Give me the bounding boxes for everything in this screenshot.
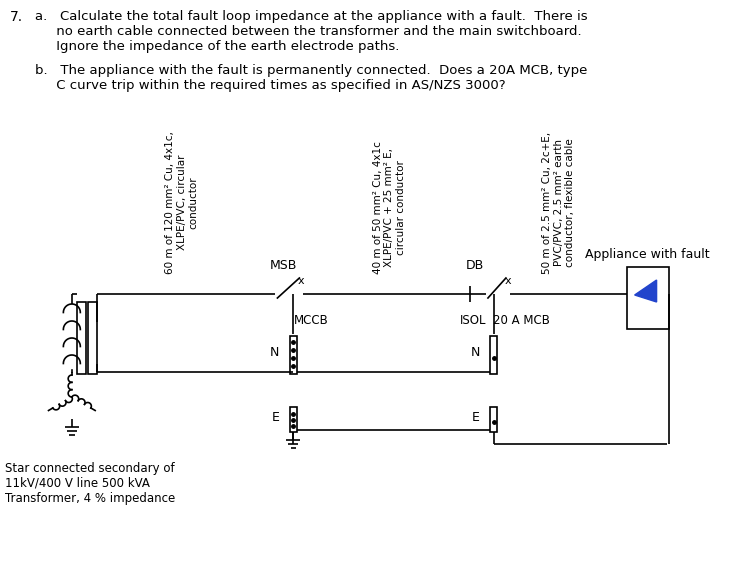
Text: b.   The appliance with the fault is permanently connected.  Does a 20A MCB, typ: b. The appliance with the fault is perma… (35, 64, 587, 92)
Bar (627, 267, 668, 329)
Text: N: N (270, 346, 280, 360)
Polygon shape (635, 280, 656, 302)
Text: DB: DB (466, 259, 484, 272)
Text: 7.: 7. (10, 10, 23, 24)
Bar (290, 336, 297, 374)
Text: ISOL: ISOL (460, 314, 486, 327)
Text: MSB: MSB (269, 259, 297, 272)
Text: N: N (471, 346, 480, 360)
Bar (490, 407, 498, 432)
Bar (490, 336, 498, 374)
Text: 60 m of 120 mm² Cu, 4x1c,
XLPE/PVC, circular
conductor: 60 m of 120 mm² Cu, 4x1c, XLPE/PVC, circ… (165, 131, 198, 274)
Text: MCCB: MCCB (295, 314, 329, 327)
Text: x: x (298, 276, 304, 286)
Bar (290, 407, 297, 432)
Text: 50 m of 2.5 mm² Cu, 2c+E,
PVC/PVC, 2.5 mm² earth
conductor, flexible cable: 50 m of 2.5 mm² Cu, 2c+E, PVC/PVC, 2.5 m… (542, 132, 575, 274)
Bar (77, 302, 86, 374)
Text: E: E (472, 411, 480, 424)
Text: E: E (272, 411, 280, 424)
Text: 40 m of 50 mm² Cu, 4x1c
XLPE/PVC + 25 mm² E,
circular conductor: 40 m of 50 mm² Cu, 4x1c XLPE/PVC + 25 mm… (372, 141, 406, 274)
Text: x: x (504, 276, 511, 286)
Bar (88, 302, 97, 374)
Text: Star connected secondary of
11kV/400 V line 500 kVA
Transformer, 4 % impedance: Star connected secondary of 11kV/400 V l… (5, 462, 175, 505)
Text: 20 A MCB: 20 A MCB (493, 314, 550, 327)
Text: Appliance with fault: Appliance with fault (586, 248, 710, 261)
Text: a.   Calculate the total fault loop impedance at the appliance with a fault.  Th: a. Calculate the total fault loop impeda… (35, 10, 588, 53)
